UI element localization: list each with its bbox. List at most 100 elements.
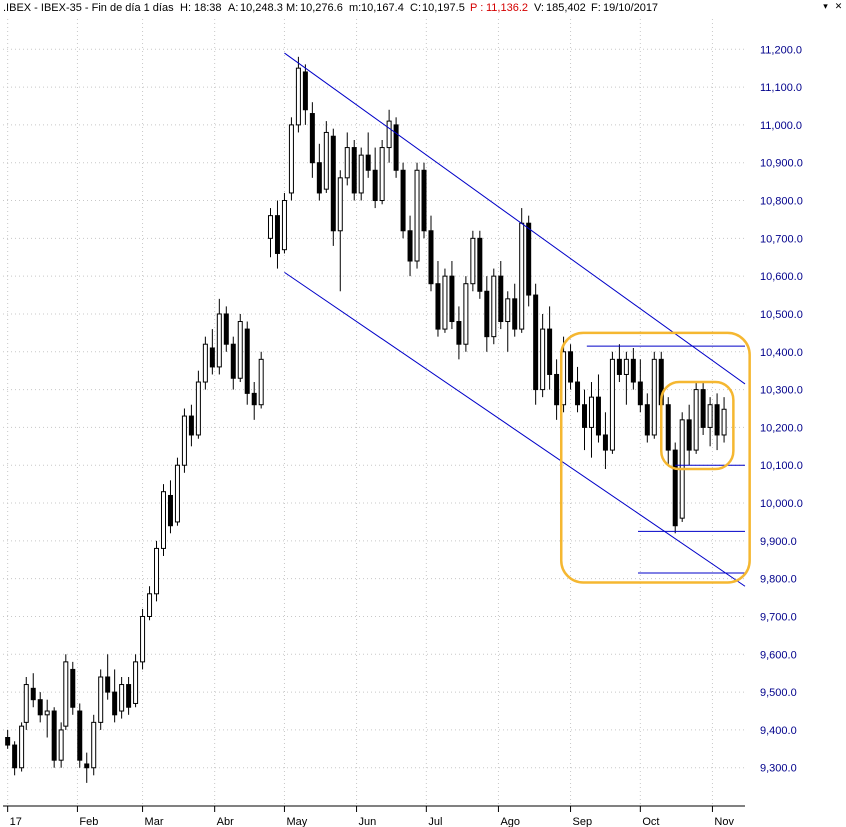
x-tick-label: May [286,816,307,827]
candle [407,215,413,277]
candle [477,230,483,299]
candle-body [512,298,518,330]
x-tick-label: Jun [359,816,377,827]
candle [19,722,25,772]
candle [181,408,187,473]
x-tick-label: Abr [217,816,234,827]
max-value: 10,276.6 [300,2,343,14]
highlight-box-small [660,380,735,471]
candle-body [330,135,336,232]
candle-body [147,593,153,617]
candle-body [505,298,511,323]
candle-body [323,131,329,190]
candle [202,336,208,390]
y-tick-label: 9,900.0 [760,536,797,548]
candle [51,707,57,768]
candle [140,608,146,670]
candle [672,442,678,534]
candle-body [498,275,504,323]
candle [105,654,111,700]
candle-body [5,736,11,746]
candle [12,741,18,776]
symbol-label: .IBEX - IBEX-35 - Fin de día 1 días [3,2,174,14]
candle [330,128,336,246]
candle-body [700,389,706,428]
x-tick-label: Feb [79,816,98,827]
high-time-label: H: [180,2,191,14]
candle-body [140,615,146,663]
candle-body [12,744,18,769]
y-axis-labels: 9,300.0 9,400.0 9,500.0 9,600.0 9,700.0 9,800… [760,44,803,774]
y-tick-label: 9,400.0 [760,725,797,737]
candle-body [519,222,525,330]
candle-body [637,381,643,406]
x-tick-label: Mar [145,816,164,827]
candle [540,313,546,398]
candle-body [442,275,448,330]
candle-body [84,763,90,769]
candle [616,344,622,383]
candle [484,276,490,352]
candle-body [195,381,201,436]
min-label: m: [349,2,362,14]
candle [119,676,125,719]
candle-body [51,710,57,761]
candle [358,147,364,201]
highlight-box-large [559,331,751,584]
y-tick-label: 10,200.0 [760,422,803,434]
candle-body [258,358,264,406]
candle-body [435,283,441,330]
candle-body [491,275,497,338]
candle [23,676,29,730]
x-tick-label: Sep [573,816,593,827]
p-value: 11,136.2 [486,2,529,14]
candle [721,397,727,443]
candle-body [37,699,43,716]
candle-body [267,215,273,239]
candle [230,336,236,390]
y-tick-label: 10,300.0 [760,385,803,397]
candle-body [602,434,608,451]
candle [435,261,441,337]
y-tick-label: 9,800.0 [760,574,797,586]
y-tick-label: 10,400.0 [760,347,803,359]
candle [188,404,194,447]
x-tick-label: Oct [642,816,659,827]
y-tick-label: 10,100.0 [760,460,803,472]
volume-label: V: [534,2,544,14]
candle-body [651,358,657,436]
candle-body [337,177,343,232]
y-tick-label: 9,700.0 [760,611,797,623]
candle [637,359,643,413]
candle [30,673,36,708]
candle [470,230,476,292]
candle-body [302,71,308,111]
candle-body [288,124,294,194]
candle [686,404,692,466]
candle [337,170,343,292]
y-tick-label: 10,500.0 [760,309,803,321]
candle-body [686,419,692,451]
candle [595,374,601,443]
candle-body [251,392,257,406]
candle [70,661,76,715]
candle [714,393,720,451]
candle-body [595,396,601,436]
candle [707,397,713,447]
candle [147,586,153,621]
candle-body [407,230,413,262]
candle-body [568,351,574,383]
x-tick-label: Jul [428,816,442,827]
close-button[interactable]: ✕ [834,1,843,11]
candle-body [609,358,615,451]
candle [281,192,287,254]
minimize-button[interactable]: ▾ [823,1,828,11]
candle [568,344,574,390]
candle-body [174,464,180,523]
candle-body [351,147,357,194]
y-tick-label: 11,100.0 [760,82,802,94]
candle-body [105,676,111,693]
candle [428,215,434,292]
candle [167,480,173,534]
candle [679,412,685,522]
